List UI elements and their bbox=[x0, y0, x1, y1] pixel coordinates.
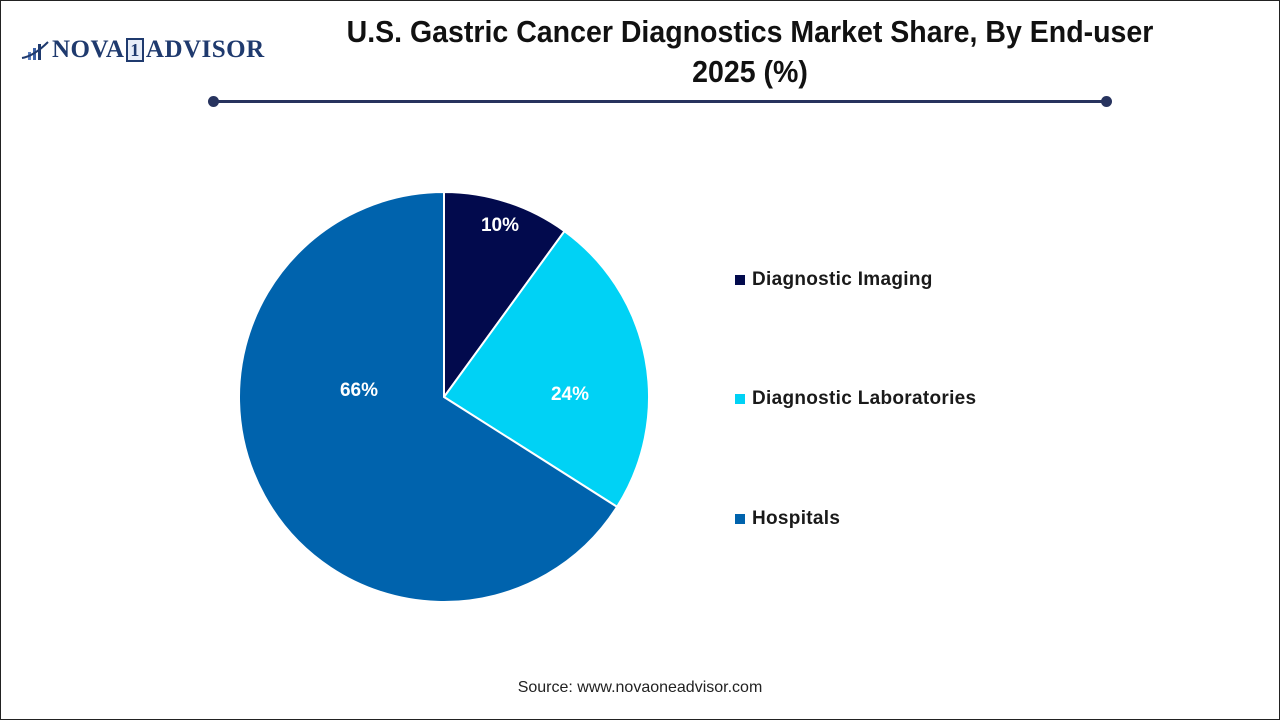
chart-title: U.S. Gastric Cancer Diagnostics Market S… bbox=[327, 12, 1173, 92]
legend-item-diagnostic-imaging[interactable]: Diagnostic Imaging bbox=[735, 269, 933, 291]
slice-label-diagnostic-imaging: 10% bbox=[480, 215, 520, 236]
title-divider bbox=[213, 100, 1106, 103]
nova-advisor-logo: NOVA 1 ADVISOR bbox=[20, 36, 265, 64]
logo-text-advisor: ADVISOR bbox=[145, 36, 265, 63]
pie-slice-hospitals[interactable] bbox=[238, 190, 619, 603]
legend-label: Diagnostic Imaging bbox=[752, 269, 933, 290]
divider-left-dot bbox=[208, 96, 219, 107]
pie-slice-diagnostic-imaging[interactable] bbox=[443, 190, 566, 401]
legend-label: Hospitals bbox=[752, 508, 841, 529]
legend-label: Diagnostic Laboratories bbox=[752, 388, 977, 409]
divider-right-dot bbox=[1101, 96, 1112, 107]
pie-slice-diagnostic-laboratories[interactable] bbox=[442, 229, 650, 509]
chart-title-line1: U.S. Gastric Cancer Diagnostics Market S… bbox=[346, 14, 1154, 49]
legend-swatch-diagnostic-imaging bbox=[735, 275, 745, 285]
legend-swatch-hospitals bbox=[735, 514, 745, 524]
slice-label-diagnostic-laboratories: 24% bbox=[550, 384, 590, 405]
chart-title-line2: 2025 (%) bbox=[692, 54, 808, 89]
slice-label-hospitals: 66% bbox=[339, 380, 379, 401]
legend-item-diagnostic-laboratories[interactable]: Diagnostic Laboratories bbox=[735, 388, 976, 410]
bar-chart-logo-icon bbox=[21, 41, 49, 60]
logo-text-one: 1 bbox=[126, 38, 144, 62]
legend-swatch-diagnostic-laboratories bbox=[735, 394, 745, 404]
pie-slices bbox=[238, 190, 650, 603]
source-note: Source: www.novaoneadvisor.com bbox=[517, 679, 763, 696]
legend-item-hospitals[interactable]: Hospitals bbox=[735, 508, 840, 530]
logo-text-nova: NOVA bbox=[52, 36, 125, 63]
